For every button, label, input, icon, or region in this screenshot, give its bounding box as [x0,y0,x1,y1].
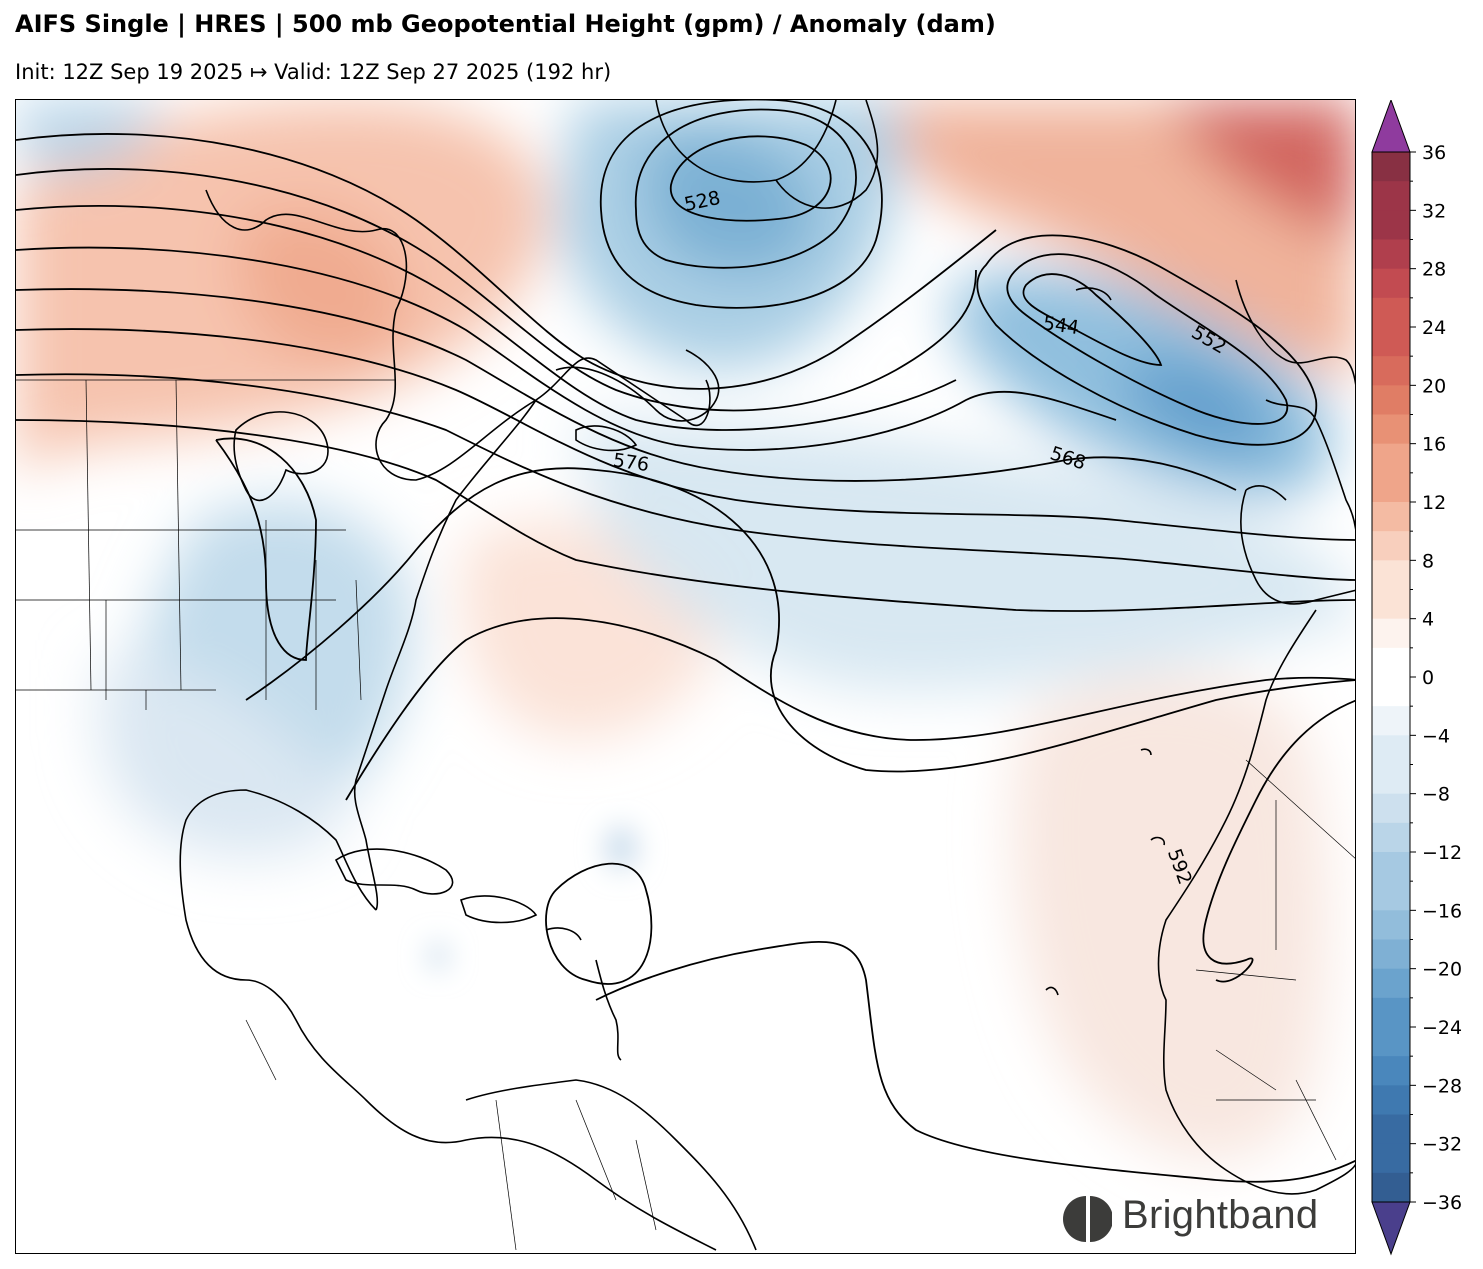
colorbar-band [1372,297,1410,328]
colorbar-band [1372,356,1410,386]
colorbar-band [1372,910,1410,940]
colorbar-extend-min [1371,1201,1411,1256]
brightband-logo-icon [1063,1196,1112,1242]
colorbar-band [1372,385,1410,415]
colorbar-tick-label: −16 [1422,900,1462,922]
colorbar-tick-label: −4 [1422,725,1450,747]
colorbar-tick-label: −12 [1422,842,1462,864]
political-boundaries [16,379,1355,1251]
colorbar-band [1372,414,1410,445]
colorbar-extend-max [1371,100,1411,153]
colorbar-tick-label: −8 [1422,784,1450,806]
colorbar-band [1372,618,1410,649]
contour-label-576: 576 [612,449,651,476]
colorbar-band [1372,181,1410,211]
colorbar-canvas: 36 32 28 24 20 16 12 8 4 0 −4 −8 −12 −16 −20 −24 −28 −32 −… [1371,100,1462,1256]
colorbar-band [1372,1143,1410,1174]
colorbar-band [1372,589,1410,620]
brightband-logo-text: Brightband [1122,1193,1319,1237]
colorbar-bands [1371,100,1411,1256]
colorbar-band [1372,1056,1410,1086]
anomaly-shading [16,100,1355,1162]
colorbar-band [1372,1114,1410,1145]
colorbar-band [1372,997,1410,1028]
colorbar-band [1372,852,1410,882]
colorbar-band [1372,472,1410,503]
colorbar-band [1372,822,1410,853]
colorbar-tick-label: −28 [1422,1075,1462,1097]
colorbar-band [1372,531,1410,561]
map-panel: 528 544 552 568 576 592 [15,99,1356,1254]
colorbar-tick-label: −36 [1422,1192,1462,1214]
colorbar-tick-label: 0 [1422,667,1434,689]
colorbar-band [1372,939,1410,970]
colorbar-band [1372,881,1410,911]
colorbar: 36 32 28 24 20 16 12 8 4 0 −4 −8 −12 −16 −20 −24 −28 −32 −… [1370,100,1470,1256]
colorbar-band [1372,735,1410,765]
colorbar-band [1372,502,1410,532]
colorbar-tick-label: 36 [1422,142,1446,164]
colorbar-tick-label: 8 [1422,550,1434,572]
colorbar-band [1372,239,1410,270]
colorbar-tick-label: 12 [1422,492,1446,514]
colorbar-band [1372,152,1410,182]
colorbar-band [1372,560,1410,590]
colorbar-band [1372,443,1410,474]
chart-subtitle: Init: 12Z Sep 19 2025 ↦ Valid: 12Z Sep 2… [15,60,612,84]
colorbar-tick-label: 32 [1422,200,1446,222]
colorbar-band [1372,677,1410,707]
colorbar-band [1372,1085,1410,1115]
colorbar-band [1372,1172,1410,1203]
colorbar-tick-label: 24 [1422,317,1446,339]
chart-title: AIFS Single | HRES | 500 mb Geopotential… [15,10,996,38]
colorbar-tick-label: 20 [1422,375,1446,397]
brightband-logo: Brightband [1060,1193,1350,1245]
colorbar-band [1372,327,1410,357]
colorbar-band [1372,764,1410,795]
colorbar-band [1372,210,1410,240]
colorbar-ticks: 36 32 28 24 20 16 12 8 4 0 −4 −8 −12 −16 −20 −24 −28 −32 −… [1410,142,1462,1214]
colorbar-band [1372,268,1410,299]
colorbar-band [1372,647,1410,678]
height-contours [16,100,1355,1183]
colorbar-band [1372,1027,1410,1057]
colorbar-band [1372,968,1410,999]
colorbar-tick-label: 16 [1422,434,1446,456]
colorbar-band [1372,706,1410,736]
colorbar-tick-label: −24 [1422,1017,1462,1039]
colorbar-tick-label: −32 [1422,1134,1462,1156]
colorbar-band [1372,793,1410,824]
colorbar-tick-label: 28 [1422,259,1446,281]
contour-label-544: 544 [1042,312,1081,339]
map-canvas: 528 544 552 568 576 592 [16,100,1355,1251]
colorbar-tick-label: 4 [1422,609,1434,631]
colorbar-tick-label: −20 [1422,959,1462,981]
